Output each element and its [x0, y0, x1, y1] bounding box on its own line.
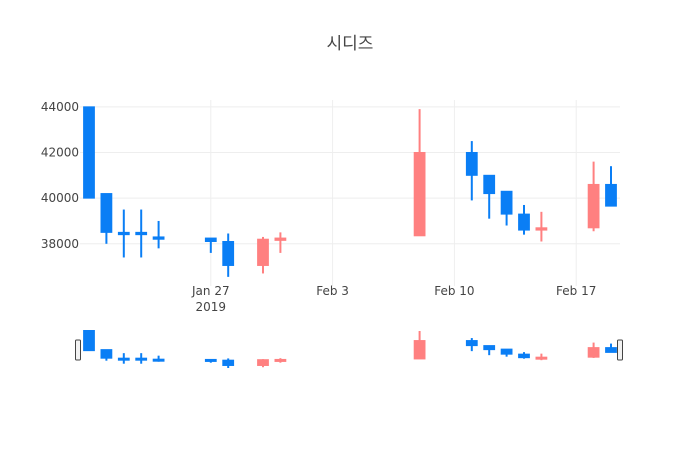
candle-body	[152, 236, 165, 240]
slider-candle-body	[135, 357, 148, 361]
slider-candle	[83, 330, 95, 352]
candle	[83, 106, 95, 199]
candles	[83, 106, 617, 277]
chart-title: 시디즈	[327, 34, 374, 54]
y-tick-label: 42000	[41, 145, 79, 159]
grid	[80, 100, 620, 286]
x-tick-label: Feb 3	[316, 284, 349, 298]
slider-candle-body	[100, 349, 113, 359]
slider-candle	[483, 345, 496, 356]
range-slider-left-handle[interactable]	[75, 339, 81, 361]
candle	[465, 141, 478, 201]
candle	[100, 193, 113, 244]
range-slider[interactable]	[75, 329, 623, 370]
slider-candle	[518, 352, 530, 359]
candle-body	[605, 183, 617, 207]
slider-candle	[587, 342, 600, 358]
slider-candle-body	[605, 347, 617, 353]
candle-body	[413, 151, 426, 237]
candle-body	[535, 227, 548, 231]
candle-body	[83, 106, 95, 199]
slider-candle	[204, 358, 217, 363]
slider-candle-body	[204, 358, 217, 362]
candle	[257, 236, 269, 274]
candle	[152, 220, 165, 249]
slider-candle-body	[83, 330, 95, 352]
candle-body	[518, 213, 530, 231]
candle-body	[135, 231, 148, 236]
candle	[135, 209, 148, 258]
x-tick-label: Jan 27	[191, 284, 230, 298]
slider-candle-body	[257, 359, 269, 366]
candle	[518, 204, 530, 235]
slider-candle-body	[274, 358, 287, 362]
slider-candle-body	[587, 347, 600, 358]
y-axis: 38000 40000 42000 44000	[41, 100, 79, 251]
y-tick-label: 44000	[41, 100, 79, 114]
slider-candle	[257, 359, 269, 368]
slider-candle	[100, 349, 113, 361]
slider-candle	[465, 338, 478, 352]
x-axis: Jan 27 2019 Feb 3 Feb 10 Feb 17	[191, 284, 596, 314]
candle	[117, 209, 130, 258]
candle-body	[257, 238, 269, 266]
y-tick-label: 40000	[41, 191, 79, 205]
slider-candle-body	[152, 358, 165, 362]
range-slider-right-handle[interactable]	[617, 339, 623, 361]
candle-body	[465, 151, 478, 176]
candle	[274, 232, 287, 253]
candle-body	[274, 237, 287, 241]
slider-candle	[274, 358, 287, 363]
candle-body	[100, 193, 113, 233]
candle-body	[222, 240, 235, 266]
slider-candle	[413, 331, 426, 360]
slider-candle-body	[117, 357, 130, 361]
slider-candle-body	[413, 340, 426, 360]
slider-candle-body	[518, 353, 530, 359]
slider-candle-body	[465, 340, 478, 347]
slider-candle	[222, 358, 235, 368]
candle	[413, 109, 426, 237]
slider-candle	[135, 353, 148, 364]
slider-candle	[152, 355, 165, 362]
y-tick-label: 38000	[41, 237, 79, 251]
candle	[483, 174, 496, 219]
candle-body	[500, 190, 513, 215]
slider-candle-body	[222, 359, 235, 366]
candle	[222, 233, 235, 277]
candle	[535, 211, 548, 242]
candle	[204, 237, 217, 253]
slider-candle-body	[535, 356, 548, 360]
candle-body	[204, 237, 217, 242]
slider-candle-body	[500, 348, 513, 355]
slider-candle	[500, 348, 513, 357]
candle-body	[587, 183, 600, 229]
slider-candle	[117, 353, 130, 364]
candle-body	[483, 174, 496, 195]
slider-candle	[605, 343, 617, 353]
x-tick-sublabel: 2019	[196, 300, 227, 314]
x-tick-label: Feb 10	[434, 284, 474, 298]
range-slider-track[interactable]	[80, 329, 620, 370]
candle-body	[117, 231, 130, 236]
candle	[605, 166, 617, 207]
x-tick-label: Feb 17	[556, 284, 596, 298]
candle	[500, 190, 513, 226]
candle	[587, 161, 600, 232]
slider-candle-body	[483, 345, 496, 351]
slider-candle	[535, 353, 548, 361]
